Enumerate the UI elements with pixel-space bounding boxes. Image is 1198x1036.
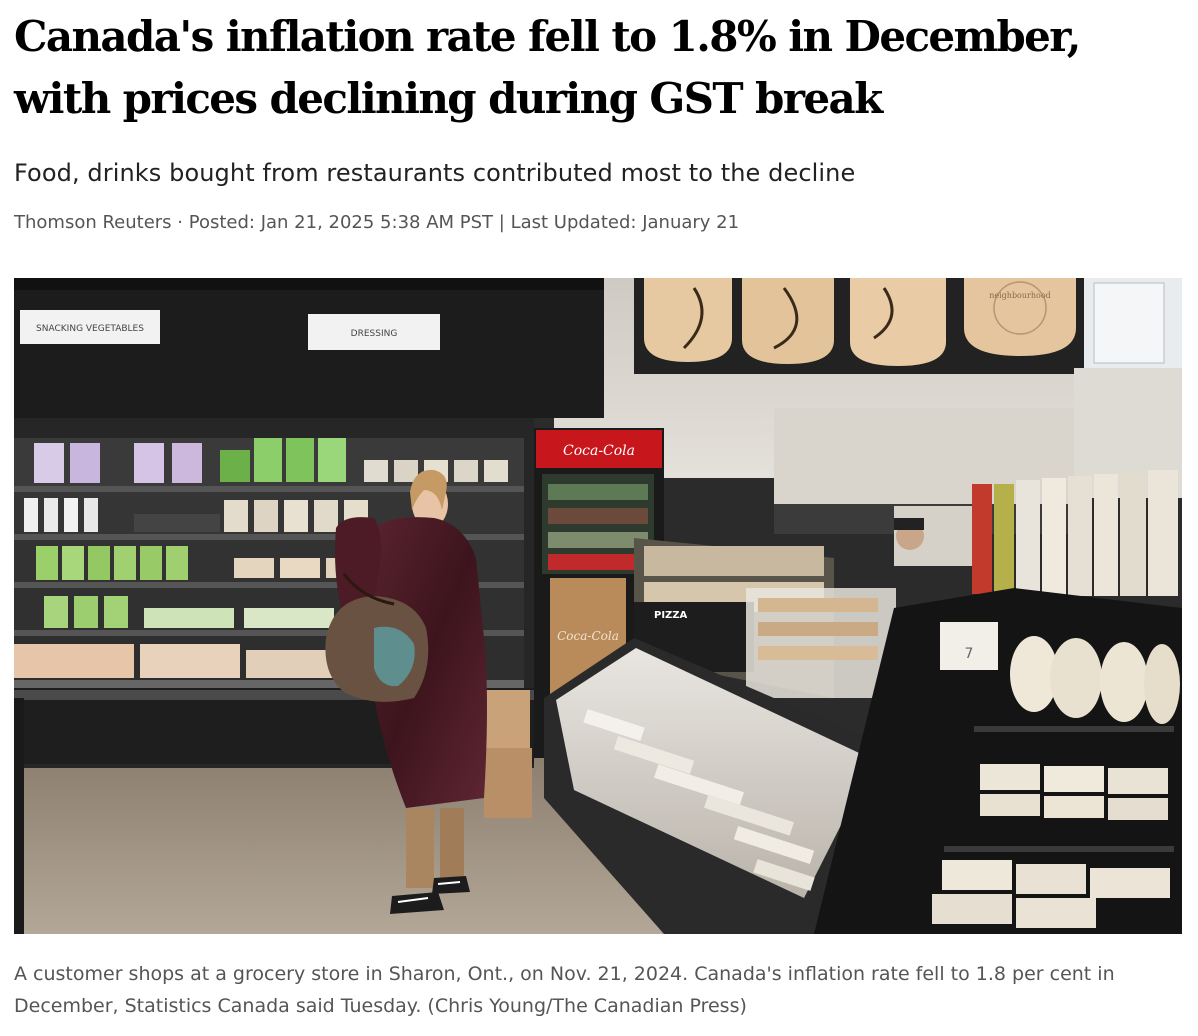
byline-posted-date: Jan 21, 2025 5:38 AM PST [260, 212, 494, 233]
subheadline: Food, drinks bought from restaurants con… [14, 159, 856, 187]
article-photo: SNACKING VEGETABLES DRESSING [14, 278, 1182, 934]
sign-snacking-vegetables [20, 310, 160, 344]
sign-dressing-text: DRESSING [351, 329, 398, 339]
refrigerated-counter [544, 638, 914, 934]
headline: Canada's inflation rate fell to 1.8% in … [14, 12, 1081, 123]
byline-updated-label: Last Updated: [510, 212, 637, 233]
shopper [325, 469, 487, 914]
byline-divider: | [493, 212, 511, 233]
grab-and-go-shelf: 7 [814, 588, 1182, 934]
byline: Thomson Reuters · Posted: Jan 21, 2025 5… [14, 210, 1182, 236]
deli-case: PIZZA [634, 538, 896, 698]
wooden-signs: neighbourhood [634, 278, 1084, 374]
article: Canada's inflation rate fell to 1.8% in … [14, 0, 1182, 1017]
photo-caption: A customer shops at a grocery store in S… [14, 963, 1115, 1017]
sign-snacking-text: SNACKING VEGETABLES [36, 324, 144, 334]
byline-updated-date: January 21 [642, 212, 740, 233]
price-tag: 7 [965, 646, 974, 662]
byline-author[interactable]: Thomson Reuters [14, 212, 172, 233]
pizza-sign: PIZZA [654, 610, 688, 621]
byline-posted-label: Posted: [188, 212, 255, 233]
grocery-store-photo: SNACKING VEGETABLES DRESSING [14, 278, 1182, 934]
coca-cola-box-logo: Coca-Cola [557, 629, 619, 643]
coca-cola-logo: Coca-Cola [563, 443, 635, 459]
sign-dressing [308, 314, 440, 350]
byline-separator: · [171, 212, 189, 233]
neighbourhood-sign: neighbourhood [989, 291, 1051, 300]
snack-packages [972, 470, 1178, 596]
